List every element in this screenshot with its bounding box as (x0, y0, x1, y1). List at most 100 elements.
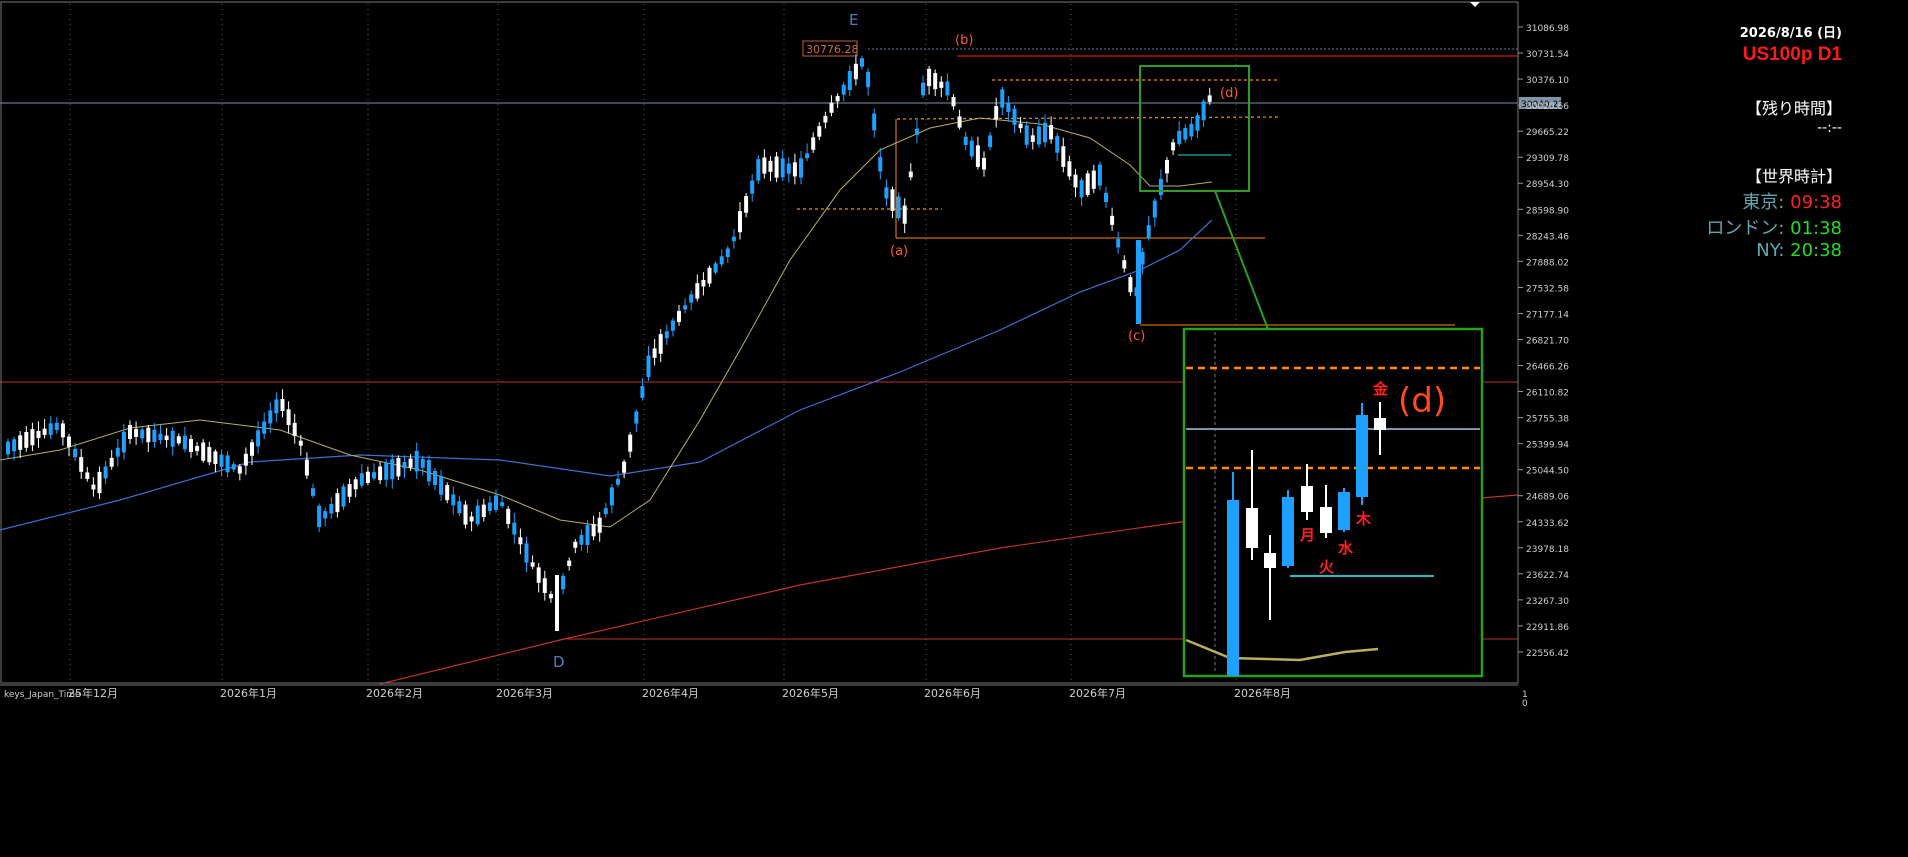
candle-body (268, 410, 273, 424)
candle-body (54, 422, 59, 430)
wave-label-d-small: (d) (1220, 86, 1238, 101)
clock-ny: NY: 20:38 (1756, 240, 1842, 261)
candle-body (1116, 239, 1121, 248)
candle-body (286, 409, 291, 426)
peak-price-box (802, 40, 858, 57)
candle-body (567, 560, 572, 567)
candle-body (652, 348, 657, 358)
candle-body (146, 427, 151, 443)
candle-body (786, 163, 791, 174)
candle-body (866, 71, 871, 88)
candle-body (561, 575, 566, 590)
candle-body (817, 126, 822, 137)
candle-body (603, 508, 608, 515)
candle-body (12, 439, 17, 452)
candle-body (164, 435, 169, 441)
x-tick-label: 2026年4月 (642, 686, 699, 700)
candle-body (1110, 215, 1115, 225)
candle-body (750, 180, 755, 194)
candle-body (884, 187, 889, 199)
fib-level (896, 116, 1279, 120)
candle-body (1018, 123, 1023, 129)
candle-body (176, 436, 181, 444)
candle-body (500, 502, 505, 507)
candle-body (1043, 122, 1047, 143)
candle-body (969, 140, 974, 157)
candle-body (243, 453, 248, 466)
candle-body (731, 236, 736, 242)
candle-body (591, 523, 596, 537)
candle-body (805, 153, 810, 159)
highlight-box (1139, 65, 1250, 192)
inset-day-label: 木 (1355, 510, 1372, 528)
y-tick-label: 22911.86 (1526, 623, 1569, 633)
candle-body (1136, 240, 1141, 324)
candle-body (994, 106, 999, 120)
candle-body (1067, 161, 1072, 177)
candle-body (1177, 130, 1182, 145)
candle-body (616, 478, 620, 485)
y-tick-label: 23978.18 (1526, 545, 1569, 555)
y-tick-label: 30731.54 (1526, 50, 1569, 60)
y-tick-label: 26110.82 (1526, 389, 1569, 399)
candle-body (1165, 159, 1169, 174)
inset-candle-body (1338, 492, 1350, 530)
y-tick-label: 30376.10 (1526, 76, 1569, 86)
candles (6, 54, 1212, 631)
symbol-label: US100p D1 (1742, 44, 1842, 65)
candle-body (921, 82, 925, 96)
candle-body (896, 196, 901, 219)
candle-body (1030, 135, 1035, 142)
y-tick-label: 27888.02 (1526, 258, 1569, 268)
y-tick-label: 29665.22 (1526, 128, 1569, 138)
candle-body (597, 517, 602, 533)
candle-body (542, 578, 547, 593)
candle-body (1073, 174, 1078, 188)
candle-body (329, 503, 334, 514)
chart-grid (69, 4, 1237, 683)
x-tick-label: 2026年7月 (1069, 686, 1126, 700)
candle-body (231, 464, 236, 470)
candle-body (683, 305, 688, 310)
candle-body (298, 440, 303, 446)
inset-day-label: 火 (1319, 558, 1335, 576)
candle-body (103, 466, 108, 479)
x-tick-label: 2026年6月 (924, 686, 981, 700)
y-tick-label: 29309.78 (1526, 154, 1569, 164)
candle-body (536, 567, 541, 583)
candle-body (585, 524, 590, 546)
candle-body (494, 495, 498, 510)
candle-body (756, 159, 761, 181)
candle-body (634, 411, 639, 424)
candle-body (1085, 173, 1090, 195)
candle-body (201, 442, 206, 461)
inset-wave-label: (d) (1398, 381, 1446, 421)
candle-body (158, 433, 163, 441)
candle-body (317, 505, 322, 528)
candle-body (396, 457, 401, 477)
clock-time: 01:38 (1790, 218, 1842, 239)
candle-body (60, 423, 65, 438)
candle-body (707, 267, 712, 284)
candle-body (744, 196, 749, 213)
current-price-tag (1519, 97, 1561, 109)
candle-body (311, 488, 315, 496)
x-tick-label: 2026年3月 (496, 686, 553, 700)
candle-body (195, 445, 200, 452)
candle-body (530, 562, 535, 567)
candle-body (1012, 108, 1017, 125)
clock-city: 東京: (1742, 192, 1785, 213)
wave-label-b: (b) (955, 33, 973, 48)
candle-body (957, 116, 962, 128)
inset-day-label: 水 (1338, 539, 1354, 557)
x-tick-label: 2026年5月 (782, 686, 839, 700)
candle-body (213, 451, 218, 465)
footer-tag: keys_Japan_Time (4, 690, 81, 700)
candle-body (1122, 260, 1127, 269)
y-tick-label: 23622.74 (1526, 571, 1569, 581)
inset-candle-body (1227, 500, 1239, 676)
inset-connector (1214, 190, 1269, 330)
scale-label: 1 (1522, 690, 1528, 700)
